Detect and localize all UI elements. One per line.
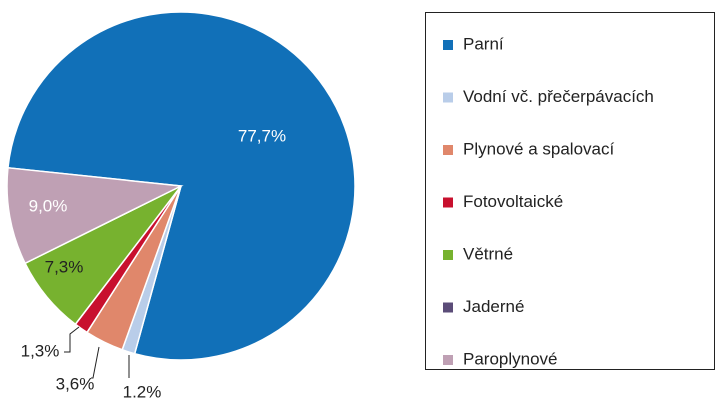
legend-swatch [443,355,453,365]
pie-slice [6,166,184,265]
legend-label: Jaderné [463,297,524,316]
legend-swatch [443,250,453,260]
data-label: 1.2% [123,382,162,401]
legend-label: Paroplynové [463,349,558,368]
data-label: 77,7% [238,126,286,145]
legend-swatch [443,145,453,155]
legend-swatch [443,40,453,50]
legend-swatch [443,197,453,208]
legend-box [425,12,715,370]
legend-swatch [443,92,453,103]
data-label: 9,0% [29,196,68,215]
legend-swatch [443,302,453,313]
legend-label: Parní [463,34,504,53]
legend-label: Fotovoltaické [463,192,563,211]
data-label: 1,3% [21,341,60,360]
leader-line [64,326,80,353]
data-label: 7,3% [45,257,84,276]
legend-label: Plynové a spalovací [463,139,614,158]
legend-label: Vodní vč. přečerpávacích [463,87,654,106]
legend-label: Větrné [463,244,513,263]
leader-line [91,346,100,379]
data-label: 3,6% [56,374,95,393]
